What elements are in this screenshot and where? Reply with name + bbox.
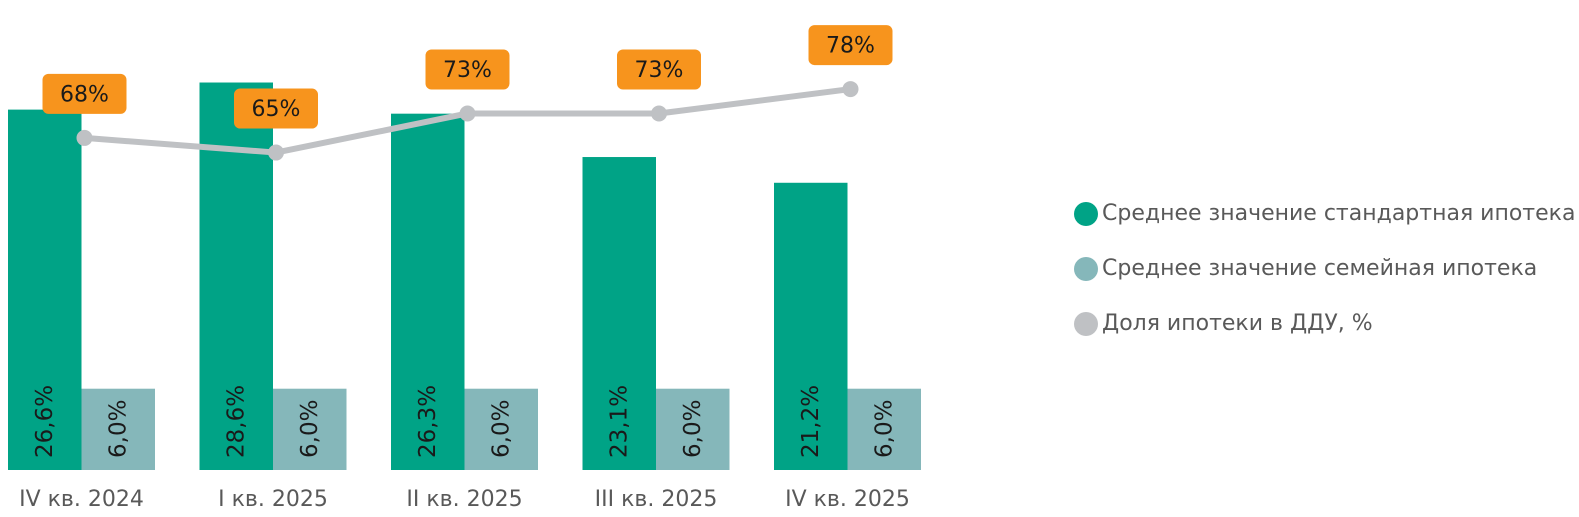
bar-family-3 [464, 388, 538, 470]
data-label-standard-3: 26,3% [415, 385, 441, 458]
share-callout-2 [234, 88, 318, 129]
data-label-family-2: 6,0% [297, 400, 323, 458]
share-label-5: 78% [826, 34, 875, 59]
bar-family-4 [656, 388, 730, 470]
bar-family-1 [81, 388, 155, 470]
legend-label-family: Среднее значение семейная ипотека [1102, 256, 1538, 281]
bar-family-5 [847, 388, 921, 470]
x-tick-label-2: I кв. 2025 [218, 487, 328, 512]
share-callout-3 [425, 49, 510, 90]
data-label-family-5: 6,0% [871, 400, 897, 458]
data-label-standard-2: 28,6% [223, 385, 249, 458]
x-tick-label-5: IV кв. 2025 [785, 487, 910, 512]
x-tick-label-4: III кв. 2025 [595, 487, 718, 512]
x-tick-label-3: II кв. 2025 [406, 487, 522, 512]
bar-standard-4 [582, 157, 656, 470]
chart-plot: 26,6% 6,0% IV кв. 2024 28,6% 6,0% I кв. 2025 2… [8, 25, 921, 512]
data-label-standard-4: 23,1% [606, 385, 632, 458]
share-point-5 [842, 81, 859, 98]
data-label-standard-5: 21,2% [798, 385, 824, 458]
legend-marker-standard [1074, 201, 1098, 226]
legend-marker-share [1074, 311, 1098, 336]
share-callout-4 [617, 49, 701, 90]
data-label-family-4: 6,0% [680, 400, 706, 458]
share-point-2 [268, 144, 284, 161]
legend-label-share: Доля ипотеки в ДДУ, % [1102, 311, 1373, 336]
data-label-standard-1: 26,6% [32, 385, 58, 458]
share-callout-5 [808, 25, 893, 66]
legend-item-standard: Среднее значение стандартная ипотека [1074, 186, 1575, 241]
legend: Среднее значение стандартная ипотека Сре… [1074, 186, 1575, 351]
share-label-1: 68% [60, 82, 109, 107]
share-point-3 [459, 105, 476, 122]
share-point-1 [76, 129, 93, 146]
bar-standard-3 [391, 113, 465, 470]
share-callout-1 [42, 73, 127, 114]
data-label-family-1: 6,0% [105, 400, 131, 458]
share-label-4: 73% [635, 58, 684, 83]
bar-standard-5 [774, 182, 848, 470]
bar-family-2 [273, 388, 347, 470]
share-label-3: 73% [443, 58, 492, 83]
share-point-4 [651, 105, 667, 122]
legend-marker-family [1074, 256, 1098, 281]
data-label-family-3: 6,0% [488, 400, 514, 458]
legend-item-share: Доля ипотеки в ДДУ, % [1074, 296, 1575, 351]
legend-item-family: Среднее значение семейная ипотека [1074, 241, 1575, 296]
share-label-2: 65% [252, 97, 301, 122]
legend-label-standard: Среднее значение стандартная ипотека [1102, 201, 1576, 226]
bar-standard-1 [8, 109, 82, 470]
x-tick-label-1: IV кв. 2024 [19, 487, 144, 512]
